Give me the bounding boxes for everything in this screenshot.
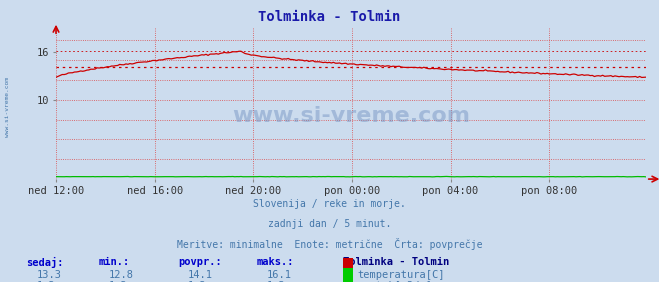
Text: zadnji dan / 5 minut.: zadnji dan / 5 minut.: [268, 219, 391, 228]
Text: 1.2: 1.2: [109, 281, 127, 282]
Text: Tolminka - Tolmin: Tolminka - Tolmin: [343, 257, 449, 266]
Text: sedaj:: sedaj:: [26, 257, 64, 268]
Text: pretok[m3/s]: pretok[m3/s]: [357, 281, 432, 282]
Text: maks.:: maks.:: [257, 257, 295, 266]
Text: 1.2: 1.2: [36, 281, 55, 282]
Text: www.si-vreme.com: www.si-vreme.com: [232, 106, 470, 126]
Text: 16.1: 16.1: [267, 270, 292, 280]
Text: Slovenija / reke in morje.: Slovenija / reke in morje.: [253, 199, 406, 209]
Text: temperatura[C]: temperatura[C]: [357, 270, 445, 280]
Text: 13.3: 13.3: [36, 270, 61, 280]
Text: www.si-vreme.com: www.si-vreme.com: [5, 77, 11, 137]
Text: 1.3: 1.3: [267, 281, 285, 282]
Text: 12.8: 12.8: [109, 270, 134, 280]
Text: povpr.:: povpr.:: [178, 257, 221, 266]
Text: Tolminka - Tolmin: Tolminka - Tolmin: [258, 10, 401, 24]
Text: 1.2: 1.2: [188, 281, 206, 282]
Text: Meritve: minimalne  Enote: metrične  Črta: povprečje: Meritve: minimalne Enote: metrične Črta:…: [177, 238, 482, 250]
Text: min.:: min.:: [99, 257, 130, 266]
Text: 14.1: 14.1: [188, 270, 213, 280]
